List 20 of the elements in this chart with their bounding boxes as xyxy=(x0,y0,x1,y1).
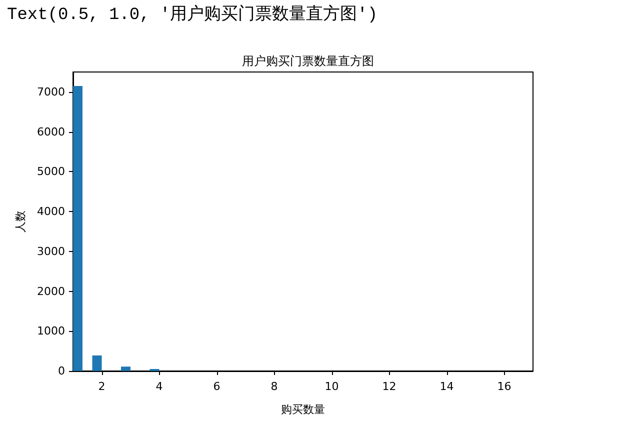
y-tick-label: 0 xyxy=(58,364,65,378)
y-axis-title: 人数 xyxy=(14,210,28,232)
y-tick-label: 1000 xyxy=(37,324,65,338)
x-tick-label: 6 xyxy=(213,380,220,393)
y-tick-label: 6000 xyxy=(37,125,65,138)
x-tick-label: 2 xyxy=(98,380,106,393)
chart-title: 用户购买门票数量直方图 xyxy=(242,54,374,68)
y-tick-label: 2000 xyxy=(37,284,65,298)
text: Text(0.5, 1.0, '用户购买门票数量直方图') xyxy=(7,4,378,25)
x-tick-label: 16 xyxy=(497,380,512,393)
x-tick-label: 8 xyxy=(270,380,278,393)
x-tick-label: 12 xyxy=(382,380,396,393)
x-tick-label: 14 xyxy=(440,380,454,393)
y-tick-label: 3000 xyxy=(37,244,65,258)
y-tick-label: 7000 xyxy=(37,85,65,98)
y-tick-label: 4000 xyxy=(37,205,65,218)
x-tick-label: 4 xyxy=(156,380,163,393)
x-tick-label: 10 xyxy=(324,380,339,393)
x-axis-title: 购买数量 xyxy=(281,403,325,416)
y-tick-label: 5000 xyxy=(37,165,65,178)
